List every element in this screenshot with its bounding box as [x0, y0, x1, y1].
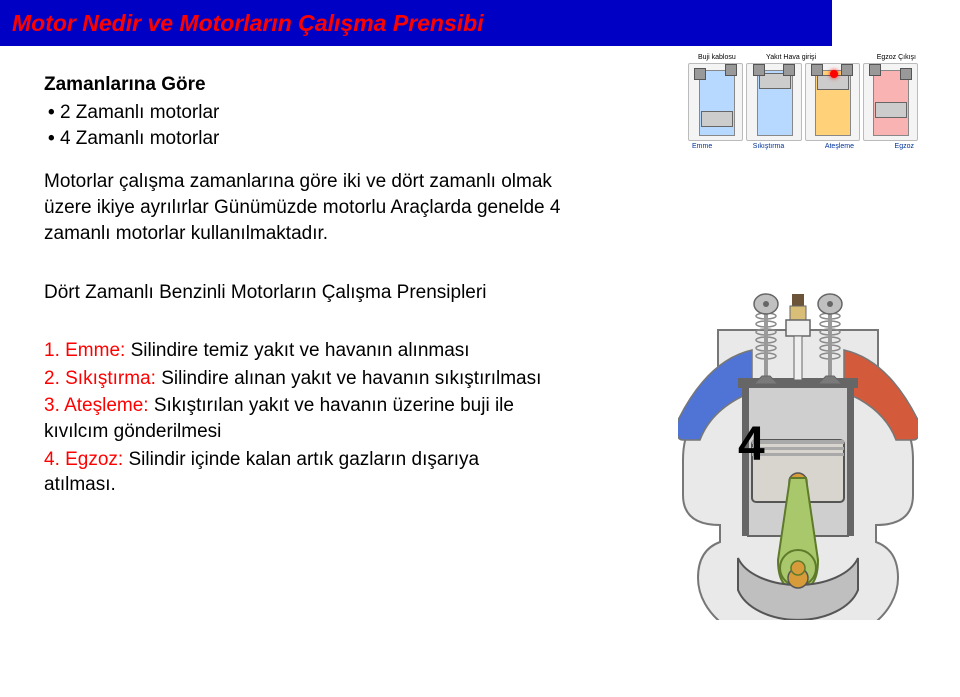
bullet-item: 4 Zamanlı motorlar [48, 126, 604, 152]
engine-cutaway-diagram: 4 [678, 290, 918, 620]
list-item-text: Silindire temiz yakıt ve havanın alınmas… [125, 340, 469, 361]
strip-top-label: Buji kablosu [698, 54, 736, 61]
list-item: 4. Egzoz: Silindir içinde kalan artık ga… [44, 447, 544, 498]
section-paragraph: Motorlar çalışma zamanlarına göre iki ve… [44, 169, 584, 246]
numbered-list: 1. Emme: Silindire temiz yakıt ve havanı… [44, 338, 544, 498]
strip-bottom-label: Sıkıştırma [753, 143, 785, 150]
list-item-label: 4. Egzoz: [44, 449, 123, 470]
sub-heading: Dört Zamanlı Benzinli Motorların Çalışma… [44, 282, 604, 304]
mini-engine [688, 63, 743, 141]
four-stroke-strip-diagram: Buji kablosu Yakıt Hava girişi Egzoz Çık… [688, 54, 918, 159]
list-item-label: 2. Sıkıştırma: [44, 368, 156, 389]
list-item-text: Silindire alınan yakıt ve havanın sıkışt… [156, 368, 541, 389]
strip-top-label: Yakıt Hava girişi [766, 54, 816, 61]
mini-engine [863, 63, 918, 141]
strip-bottom-label: Ateşleme [825, 143, 854, 150]
strip-bottom-label: Egzoz [895, 143, 914, 150]
strip-bottom-label: Emme [692, 143, 712, 150]
list-item: 1. Emme: Silindire temiz yakıt ve havanı… [44, 338, 544, 364]
bullet-item: 2 Zamanlı motorlar [48, 100, 604, 126]
list-item-label: 3. Ateşleme: [44, 395, 149, 416]
strip-bottom-labels: Emme Sıkıştırma Ateşleme Egzoz [688, 141, 918, 150]
list-item: 2. Sıkıştırma: Silindire alınan yakıt ve… [44, 366, 544, 392]
svg-text:4: 4 [738, 418, 765, 471]
engine-cutaway-svg: 4 [678, 290, 918, 620]
slide-content: Zamanlarına Göre 2 Zamanlı motorlar 4 Za… [0, 46, 604, 498]
strip-top-label: Egzoz Çıkışı [877, 54, 916, 61]
section-heading: Zamanlarına Göre [44, 74, 604, 96]
slide-title: Motor Nedir ve Motorların Çalışma Prensi… [12, 10, 484, 37]
list-item: 3. Ateşleme: Sıkıştırılan yakıt ve havan… [44, 393, 544, 444]
strip-engine-row [688, 63, 918, 141]
strip-top-labels: Buji kablosu Yakıt Hava girişi Egzoz Çık… [688, 54, 918, 63]
list-item-label: 1. Emme: [44, 340, 125, 361]
mini-engine [746, 63, 801, 141]
mini-engine [805, 63, 860, 141]
slide-header: Motor Nedir ve Motorların Çalışma Prensi… [0, 0, 832, 46]
